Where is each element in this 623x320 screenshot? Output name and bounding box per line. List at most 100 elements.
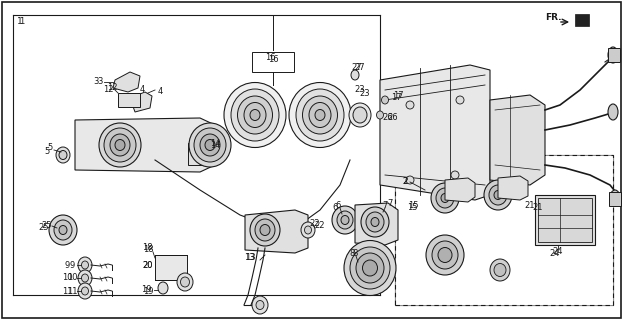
Ellipse shape	[237, 96, 272, 134]
Ellipse shape	[244, 102, 266, 127]
Text: 26: 26	[388, 114, 398, 123]
Text: 7: 7	[388, 199, 392, 209]
Text: 9: 9	[64, 260, 70, 269]
Text: 12: 12	[103, 84, 113, 93]
Ellipse shape	[361, 207, 389, 237]
Ellipse shape	[381, 96, 389, 104]
Polygon shape	[380, 65, 490, 200]
Ellipse shape	[337, 211, 353, 229]
Ellipse shape	[610, 190, 620, 206]
Polygon shape	[75, 118, 215, 172]
Ellipse shape	[189, 123, 231, 167]
Text: 5: 5	[44, 148, 50, 156]
Bar	[285, 225, 303, 237]
Text: 13: 13	[245, 253, 255, 262]
Bar	[608, 48, 620, 62]
Ellipse shape	[177, 273, 193, 291]
Ellipse shape	[110, 134, 130, 156]
Text: 17: 17	[391, 92, 401, 101]
Ellipse shape	[54, 220, 72, 240]
Text: 9: 9	[69, 260, 75, 269]
Text: 27: 27	[354, 63, 365, 73]
Ellipse shape	[341, 215, 349, 225]
Polygon shape	[113, 72, 140, 92]
Ellipse shape	[78, 283, 92, 299]
Ellipse shape	[78, 257, 92, 273]
Text: 18: 18	[143, 244, 153, 252]
Text: 11: 11	[67, 286, 77, 295]
Ellipse shape	[332, 206, 358, 234]
Ellipse shape	[255, 219, 275, 241]
Ellipse shape	[431, 183, 459, 213]
Ellipse shape	[256, 300, 264, 309]
Text: 2: 2	[402, 178, 407, 187]
Text: 21: 21	[525, 201, 535, 210]
Text: 12: 12	[107, 83, 117, 92]
Ellipse shape	[489, 185, 507, 205]
Ellipse shape	[490, 259, 510, 281]
Ellipse shape	[376, 111, 384, 119]
Text: 7: 7	[383, 201, 388, 210]
Ellipse shape	[250, 214, 280, 246]
Ellipse shape	[200, 134, 220, 156]
Ellipse shape	[296, 89, 344, 141]
Ellipse shape	[104, 128, 136, 162]
Text: 3: 3	[93, 77, 98, 86]
Ellipse shape	[366, 212, 384, 232]
Text: 23: 23	[354, 85, 365, 94]
Ellipse shape	[484, 180, 512, 210]
Ellipse shape	[494, 263, 506, 276]
Text: 1: 1	[17, 18, 23, 27]
Ellipse shape	[344, 241, 396, 295]
Text: 20: 20	[143, 260, 153, 269]
Text: 4: 4	[158, 87, 163, 97]
Text: 19: 19	[141, 285, 152, 294]
Text: 6: 6	[335, 201, 341, 210]
Ellipse shape	[608, 104, 618, 120]
Ellipse shape	[289, 83, 351, 148]
Bar	[535, 195, 595, 245]
Ellipse shape	[305, 226, 312, 234]
Text: 14: 14	[210, 139, 221, 148]
Ellipse shape	[351, 70, 359, 80]
Ellipse shape	[315, 109, 325, 121]
Bar	[273, 222, 289, 232]
Bar	[609, 192, 621, 206]
Bar	[252, 52, 294, 72]
Ellipse shape	[82, 274, 88, 282]
Ellipse shape	[406, 101, 414, 109]
Polygon shape	[498, 176, 528, 200]
Ellipse shape	[456, 96, 464, 104]
Text: 20: 20	[143, 260, 153, 269]
Polygon shape	[355, 203, 398, 245]
Polygon shape	[130, 92, 152, 112]
Bar	[575, 14, 589, 26]
Text: FR.: FR.	[545, 13, 561, 22]
Ellipse shape	[309, 102, 331, 127]
Text: 11: 11	[62, 286, 72, 295]
Ellipse shape	[363, 260, 378, 276]
Ellipse shape	[260, 225, 270, 236]
Text: 27: 27	[352, 63, 363, 73]
Ellipse shape	[250, 109, 260, 121]
Ellipse shape	[59, 150, 67, 159]
Text: 6: 6	[332, 203, 338, 212]
Text: 22: 22	[310, 219, 320, 228]
Ellipse shape	[115, 140, 125, 150]
Ellipse shape	[49, 215, 77, 245]
Ellipse shape	[350, 247, 390, 289]
Text: 21: 21	[533, 203, 543, 212]
Text: 23: 23	[359, 89, 370, 98]
Ellipse shape	[99, 123, 141, 167]
Text: 24: 24	[553, 247, 563, 257]
Ellipse shape	[371, 218, 379, 227]
Text: 26: 26	[383, 114, 393, 123]
Bar	[395, 155, 613, 305]
Text: 25: 25	[39, 223, 49, 233]
Text: 15: 15	[407, 201, 418, 210]
Text: 10: 10	[67, 274, 77, 283]
Ellipse shape	[56, 147, 70, 163]
Text: 3: 3	[97, 77, 103, 86]
Ellipse shape	[436, 188, 454, 208]
Bar	[155, 255, 187, 280]
